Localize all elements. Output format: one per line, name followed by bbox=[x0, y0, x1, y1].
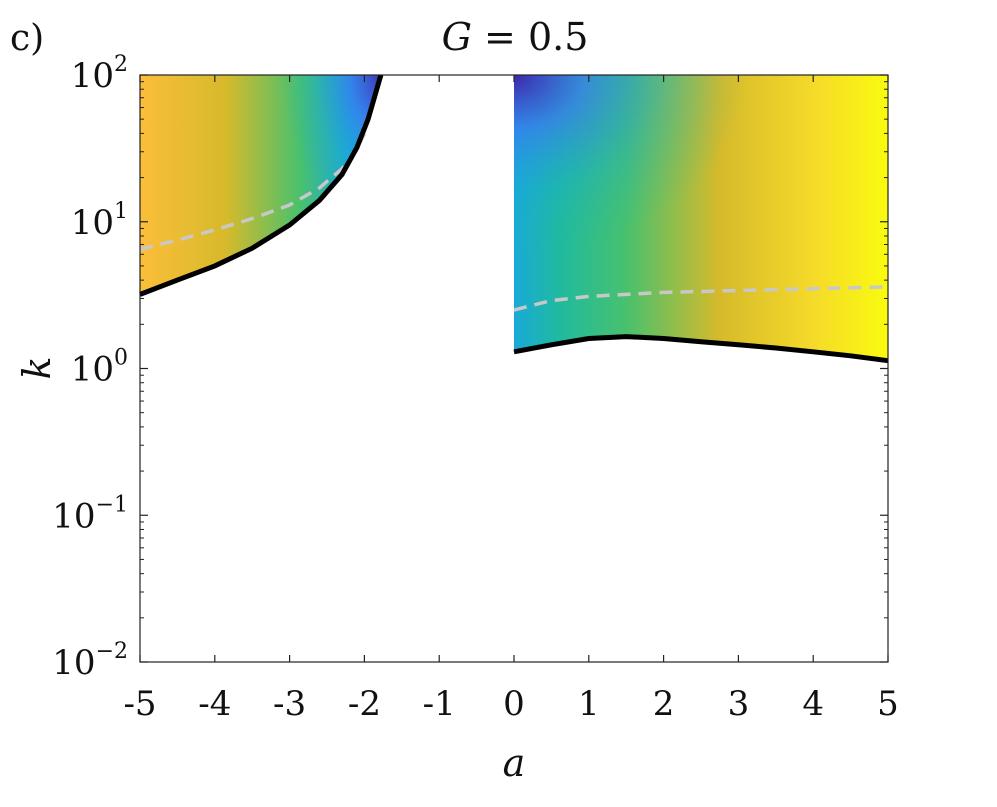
x-tick-label: 3 bbox=[728, 684, 750, 724]
y-tick-label: 102 bbox=[71, 52, 128, 96]
y-tick-exponent: 1 bbox=[114, 199, 128, 224]
x-tick-label: 0 bbox=[503, 684, 525, 724]
y-axis-label: k bbox=[15, 356, 59, 379]
x-tick-label: -5 bbox=[123, 684, 156, 724]
boundary-line-2 bbox=[513, 334, 889, 364]
chart-title: G = 0.5 bbox=[442, 15, 589, 59]
x-tick-label: -3 bbox=[273, 684, 306, 724]
x-tick-label: -2 bbox=[348, 684, 381, 724]
series-lines bbox=[139, 74, 889, 364]
y-tick-exponent: −1 bbox=[96, 492, 128, 517]
axis-ticks bbox=[139, 74, 889, 663]
y-tick-label: 10−1 bbox=[52, 492, 128, 536]
x-tick-label: 4 bbox=[802, 684, 824, 724]
heatmap-regions bbox=[140, 75, 888, 361]
right-unstable-region bbox=[514, 75, 888, 361]
y-tick-base: 10 bbox=[71, 350, 114, 390]
x-tick-label: -4 bbox=[198, 684, 231, 724]
y-tick-base: 10 bbox=[71, 56, 114, 96]
left-region-blue-cap bbox=[244, 75, 381, 275]
y-tick-base: 10 bbox=[52, 496, 95, 536]
title-value: = 0.5 bbox=[472, 15, 588, 59]
y-tick-label: 10−2 bbox=[52, 639, 128, 683]
y-tick-base: 10 bbox=[71, 203, 114, 243]
dashed-line-2 bbox=[513, 285, 889, 312]
y-tick-exponent: −2 bbox=[96, 639, 128, 664]
right-region-blue-cap bbox=[514, 75, 774, 275]
panel-label: c) bbox=[10, 18, 44, 59]
y-tick-label: 100 bbox=[71, 346, 128, 390]
x-tick-label: 5 bbox=[877, 684, 899, 724]
y-tick-base: 10 bbox=[52, 643, 95, 683]
x-axis-label: a bbox=[503, 741, 526, 785]
y-tick-exponent: 2 bbox=[114, 52, 128, 77]
x-tick-label: 2 bbox=[653, 684, 675, 724]
x-tick-labels: -5 -4 -3 -2 -1 0 1 2 3 4 5 bbox=[123, 684, 898, 724]
x-tick-label: 1 bbox=[578, 684, 600, 724]
x-tick-label: -1 bbox=[423, 684, 456, 724]
y-tick-exponent: 0 bbox=[114, 346, 128, 371]
y-tick-label: 101 bbox=[71, 199, 128, 243]
title-variable: G bbox=[442, 15, 472, 59]
boundary-line-1 bbox=[139, 74, 384, 297]
